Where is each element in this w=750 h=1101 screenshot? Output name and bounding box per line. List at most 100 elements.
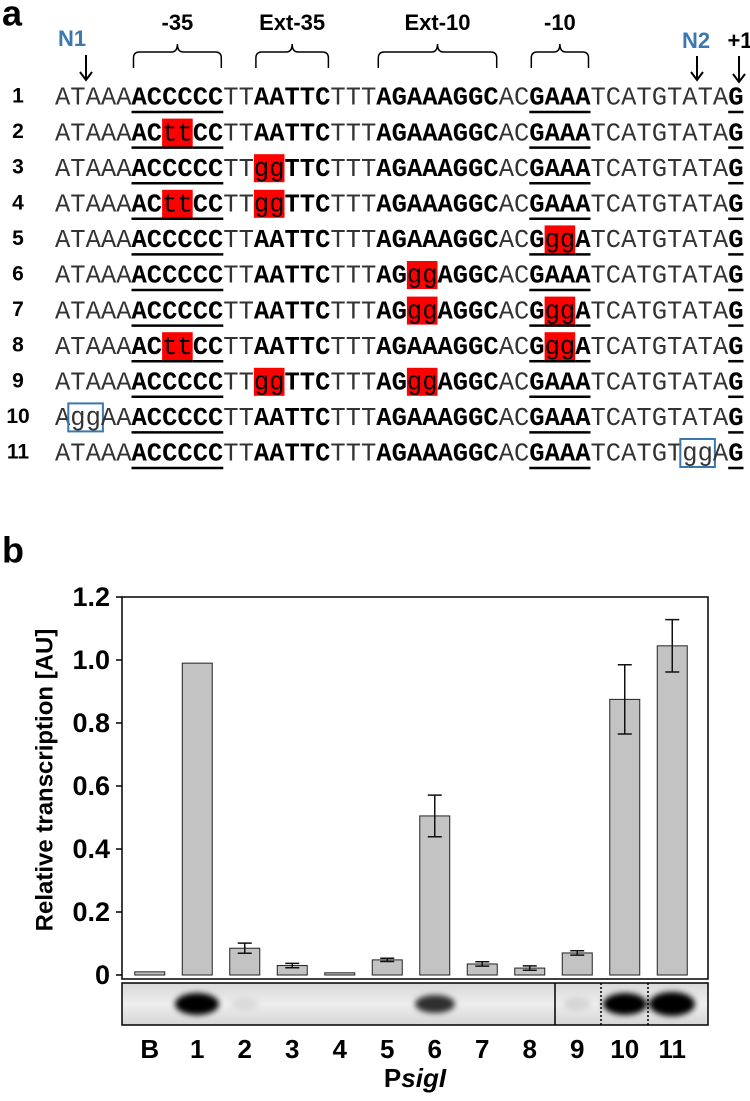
sequence-segment: ATAAA [55, 369, 132, 398]
sequence-segment: A [575, 226, 591, 255]
sequence-segment: TT [223, 84, 254, 113]
sequence-segment: TCATGTATA [591, 404, 729, 433]
x-tick-label: 6 [428, 1034, 442, 1064]
sequence-segment: AGAAAGGC [376, 119, 498, 148]
insertion-box [67, 402, 104, 433]
insertion-box [679, 438, 716, 468]
gel-bands [175, 992, 695, 1016]
sequence-segment: AG [376, 297, 407, 326]
sequence-segment: G [728, 155, 743, 184]
sequence-segment: TCATGTATA [591, 191, 729, 220]
bar [656, 645, 688, 976]
sequence-segment: TCATGTATA [591, 333, 729, 362]
sequence-segment: GAAA [529, 191, 591, 220]
row-number: 10 [6, 405, 29, 428]
sequence-segment: G [728, 297, 743, 326]
y-tick-label: 0 [95, 960, 110, 990]
sequence-segment: TT [223, 404, 254, 433]
gel-band [415, 995, 455, 1013]
sequence-segment: AC [499, 404, 530, 433]
error-bar [617, 663, 632, 735]
mutation-highlight [162, 332, 193, 361]
x-tick-label: 8 [523, 1034, 537, 1064]
arrows [79, 55, 746, 84]
gel-band [649, 992, 695, 1016]
sequence-segment: TCATGTATA [591, 119, 729, 148]
sequence-segment: TTT [330, 191, 376, 220]
sequence-segment: AC [499, 369, 530, 398]
sequence-segment: G [529, 226, 544, 255]
sequence-segment: gg [545, 226, 576, 255]
row-number: 3 [12, 156, 24, 179]
sequence-segment: G [728, 119, 743, 148]
x-tick-label: 9 [570, 1034, 584, 1064]
y-tick-label: 0.6 [72, 771, 110, 801]
region-label: Ext-35 [259, 10, 325, 35]
sequence-segment: TTT [330, 119, 376, 148]
marker-label: +1 [727, 28, 750, 53]
sequence-segment: G [728, 404, 743, 433]
sequence-segment: TT [223, 155, 254, 184]
marker-label: N1 [58, 26, 86, 51]
error-bar [427, 794, 442, 838]
sequence-segment: TTT [330, 333, 376, 362]
sequence-segment: AG [376, 369, 407, 398]
sequence-segment: AGGC [438, 297, 499, 326]
sequence-segment: A [55, 404, 71, 433]
bar [609, 698, 641, 976]
sequence-segment: ATAAA [55, 84, 132, 113]
sequence-segment: ACCCCC [132, 369, 224, 398]
sequence-segment: G [728, 440, 743, 469]
mutation-highlight [544, 296, 576, 325]
sequence-segment: AC [499, 84, 530, 113]
mutation-highlight [544, 332, 576, 361]
error-bar [522, 965, 537, 972]
y-tick-label: 1.0 [72, 645, 110, 675]
sequence-segment: AGAAAGGC [376, 333, 498, 362]
sequence-segment: TTC [285, 369, 331, 398]
sequence-segment: AC [499, 262, 530, 291]
sequence-segment: AATTC [254, 119, 331, 148]
sequence-segment: AC [132, 333, 163, 362]
sequence-segment: AATTC [254, 226, 331, 255]
x-axis-label-prefix: P [384, 1063, 401, 1093]
sequence-segment: ATAAA [55, 440, 132, 469]
sequence-segment: AC [132, 119, 163, 148]
error-bar [570, 949, 585, 956]
sequence-segment: TTC [285, 155, 331, 184]
x-tick-label: 10 [610, 1034, 639, 1064]
sequence-segment: AGAAAGGC [376, 226, 498, 255]
sequence-segment: A [575, 333, 591, 362]
sequence-segment: AATTC [254, 404, 331, 433]
sequence-segment: TT [223, 119, 254, 148]
mutation-highlight [253, 154, 285, 183]
sequence-segment: ACCCCC [132, 155, 224, 184]
gel-band [231, 998, 259, 1010]
sequence-segment: gg [407, 297, 438, 326]
region-bracket [530, 43, 590, 68]
sequence-segment: gg [545, 333, 576, 362]
x-tick-label: 3 [285, 1034, 299, 1064]
x-tick-label: B [140, 1034, 159, 1064]
x-tick-label: 5 [380, 1034, 394, 1064]
mutation-highlight [162, 189, 193, 218]
sequence-segment: AATTC [254, 84, 331, 113]
sequence-segment: tt [162, 191, 193, 220]
sequence-segment: G [728, 369, 743, 398]
row-number: 6 [12, 263, 24, 286]
sequence-segment: ACCCCC [132, 404, 224, 433]
sequence-segment: TCATGT [591, 440, 683, 469]
row-number: 9 [12, 369, 24, 392]
panel-a: a N1 N2 +1 -35 Ext-35 Ext-10 -101 ATAAA ACCCC… [2, 0, 750, 470]
sequence-segment: TTT [330, 155, 376, 184]
mutation-highlight [544, 225, 576, 254]
bar [134, 971, 166, 976]
sequence-segment: GAAA [529, 404, 591, 433]
mutation-highlight [406, 296, 438, 325]
sequence-segment: TTT [330, 297, 376, 326]
sequence-segment: A [575, 297, 591, 326]
panel-b: b Relative transcription [AU] PsigI 0 0.2… [2, 530, 709, 1093]
region-bracket [255, 43, 330, 68]
sequence-segment: GAAA [529, 369, 591, 398]
